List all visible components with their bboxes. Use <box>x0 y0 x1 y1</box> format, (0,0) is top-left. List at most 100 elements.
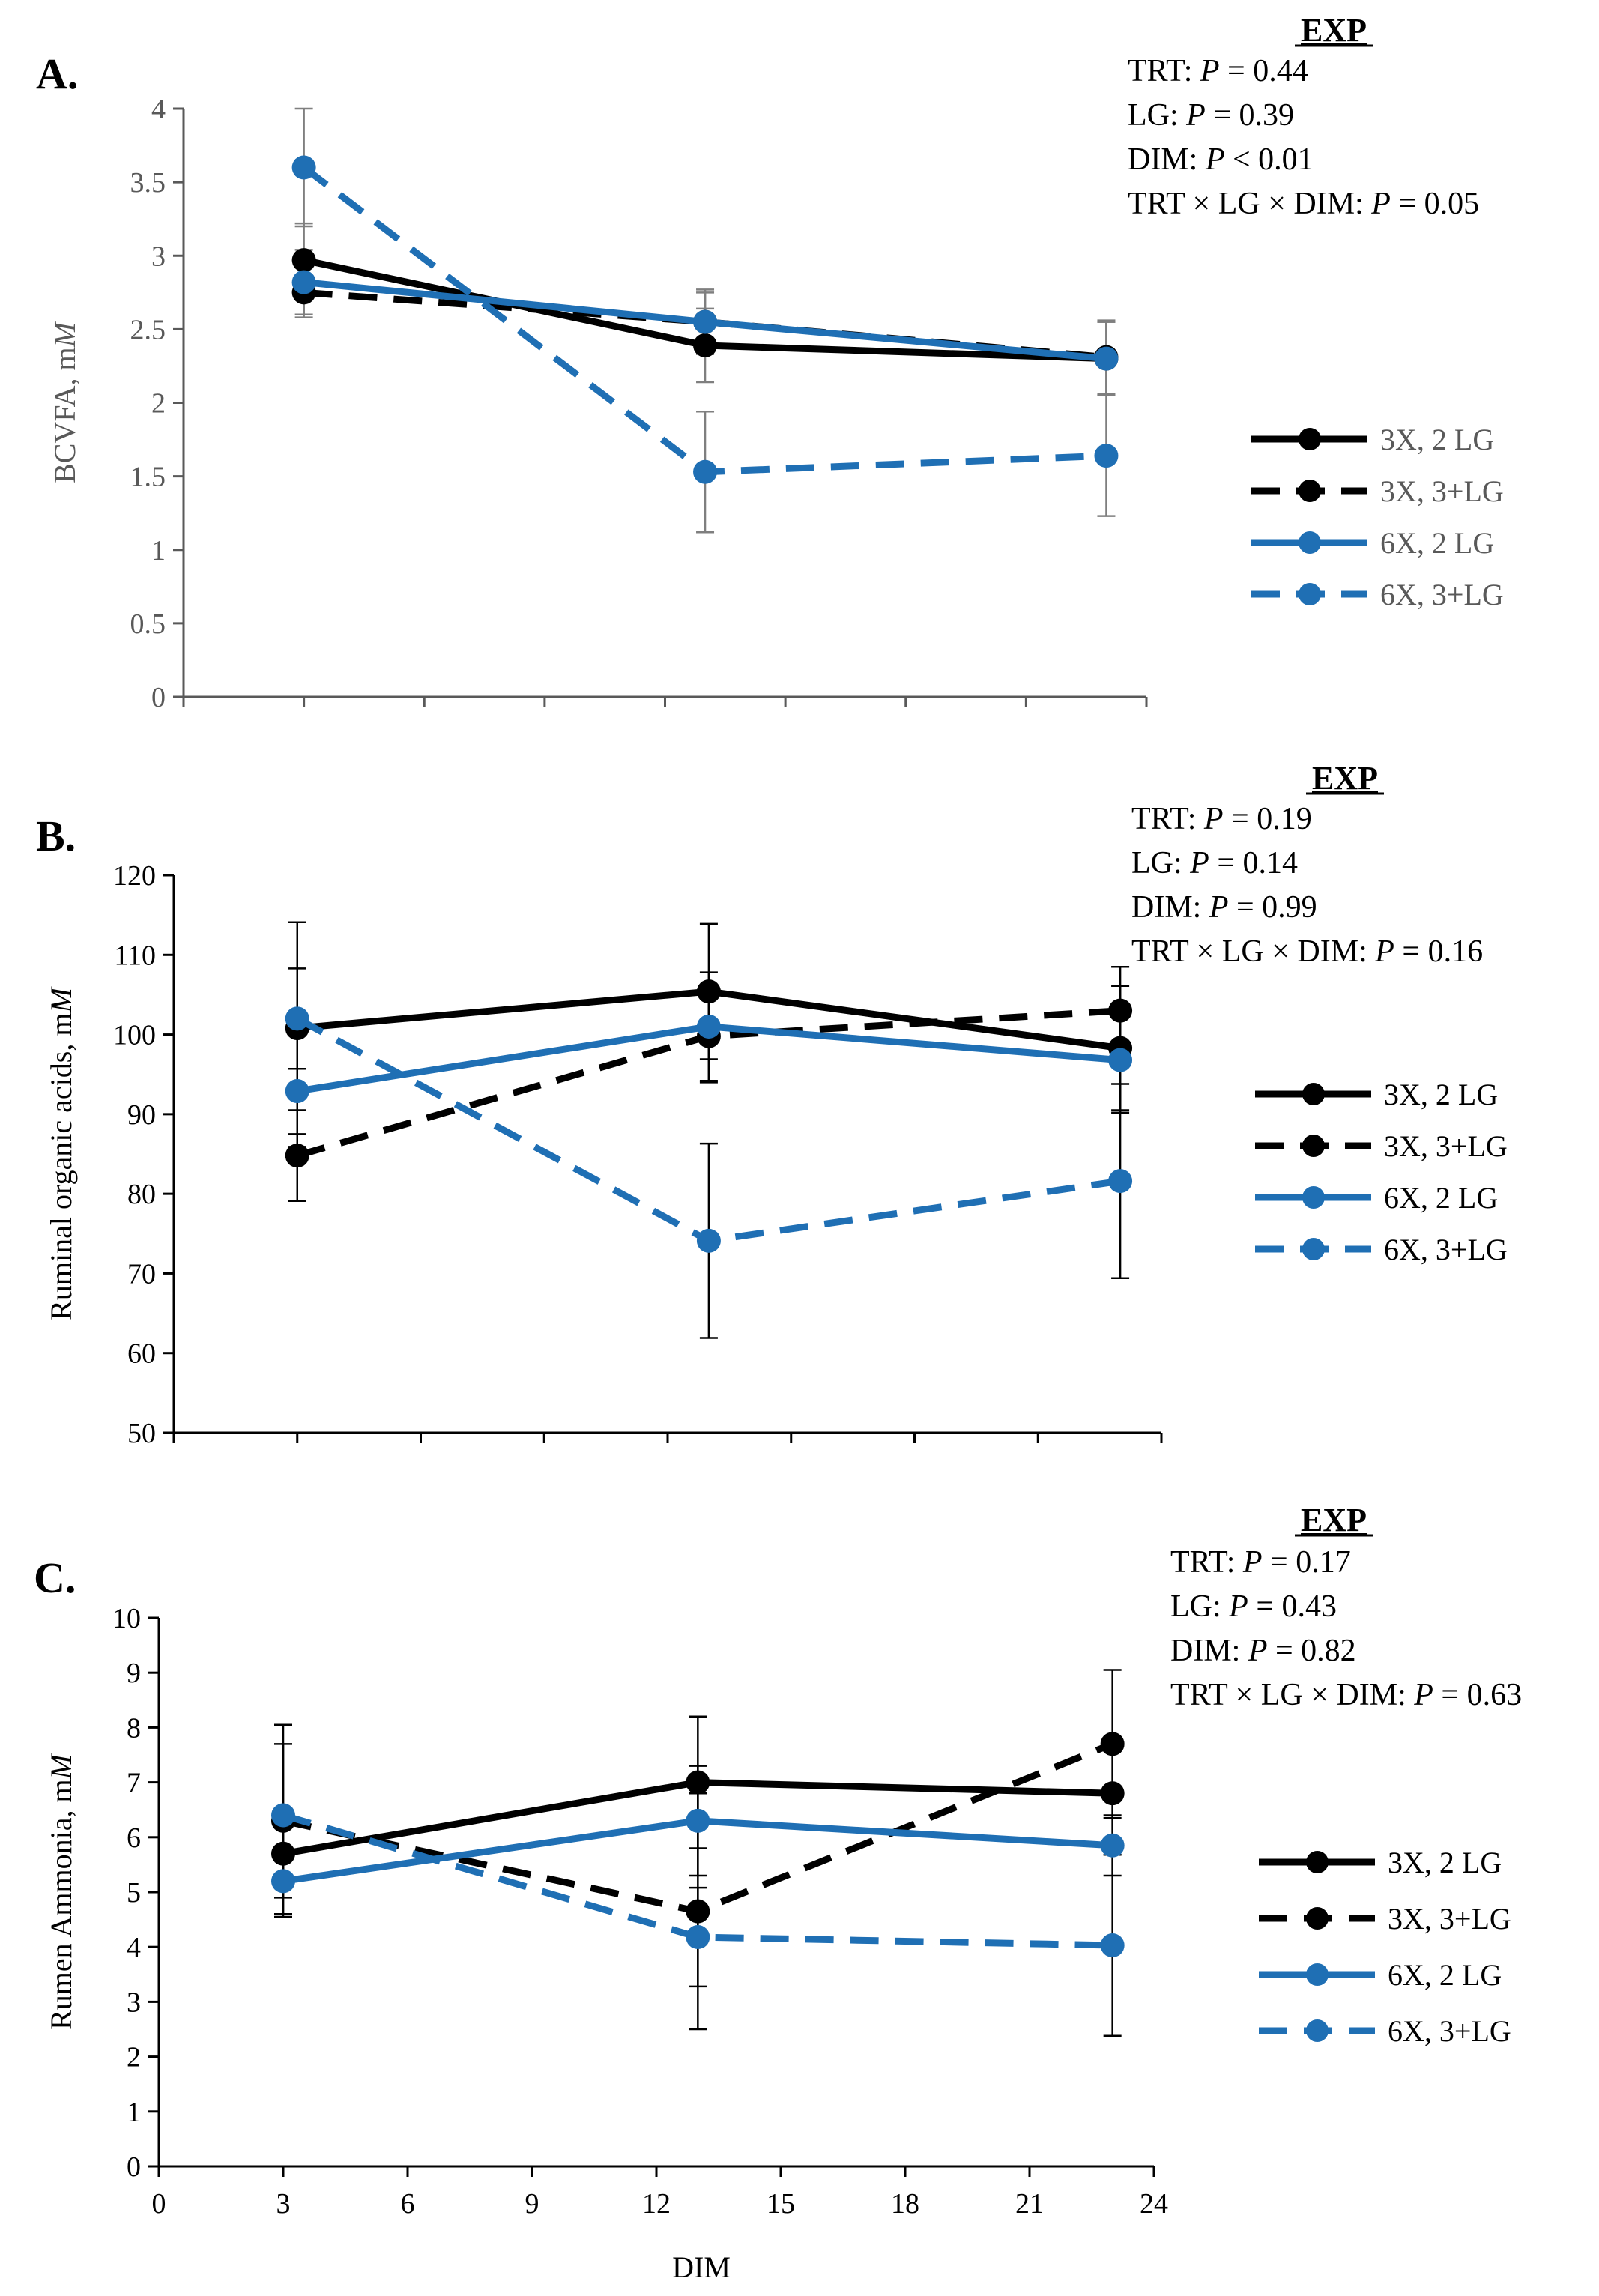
panel-c-stats-line: DIM: P = 0.82 <box>1170 1634 1356 1668</box>
panel-c-y-axis-title: Rumen Ammonia, mM <box>44 1752 78 2029</box>
panel-c-y-tick-label: 2 <box>127 2042 141 2073</box>
panel-b-y-tick-label: 110 <box>114 940 156 971</box>
panel-c-legend-label: 6X, 2 LG <box>1388 1958 1502 1992</box>
panel-a-legend-label: 6X, 2 LG <box>1380 526 1494 560</box>
panel-c-legend-marker <box>1306 1963 1329 1986</box>
panel-a-legend-marker <box>1299 480 1321 502</box>
panel-c-legend-label: 6X, 3+LG <box>1388 2014 1511 2048</box>
panel-a-series-3x-2-lg-point <box>693 333 718 357</box>
panel-c-y-tick-label: 1 <box>127 2097 141 2128</box>
panel-a-legend-marker <box>1299 531 1321 554</box>
panel-a-y-tick-label: 2 <box>151 388 166 420</box>
panel-c-y-tick-label: 9 <box>127 1658 141 1689</box>
panel-b-legend-label: 6X, 2 LG <box>1384 1181 1498 1215</box>
panel-b-series-6x-2-lg-point <box>1108 1048 1133 1072</box>
panel-c-x-tick-label: 6 <box>401 2188 415 2220</box>
panel-a-y-axis-title: BCVFA, mM <box>48 320 82 483</box>
panel-c-y-tick-label: 3 <box>127 1987 141 2018</box>
panel-c-x-tick-label: 12 <box>642 2188 671 2220</box>
panel-c-letter: C. <box>34 1553 76 1602</box>
panel-a-letter: A. <box>36 49 78 98</box>
panel-b-letter: B. <box>36 812 76 860</box>
panel-b-stats-line: TRT × LG × DIM: P = 0.16 <box>1131 934 1483 969</box>
panel-c-x-tick-label: 21 <box>1015 2188 1044 2220</box>
panel-b-series-3x-3-lg-point <box>1108 998 1133 1023</box>
panel-c-x-tick-label: 0 <box>152 2188 166 2220</box>
panel-a-legend-label: 6X, 3+LG <box>1380 578 1504 611</box>
panel-b-y-tick-label: 120 <box>113 860 156 892</box>
panel-b-legend-marker <box>1302 1135 1325 1157</box>
panel-c-series-6x-3-lg-point <box>1100 1933 1125 1958</box>
panel-c-legend-label: 3X, 2 LG <box>1388 1846 1502 1879</box>
panel-c-y-tick-label: 7 <box>127 1768 141 1799</box>
panel-b-series-3x-3-lg-point <box>285 1144 309 1168</box>
panel-c-series-3x-2-lg-point <box>271 1841 295 1866</box>
panel-a-stats-line: TRT: P = 0.44 <box>1128 54 1308 88</box>
panel-c-series-3x-2-lg-point <box>1100 1781 1125 1806</box>
panel-b-series-6x-3-lg-point <box>1108 1169 1133 1194</box>
panel-c-series-6x-3-lg-point <box>271 1803 295 1828</box>
panel-a-legend-label: 3X, 3+LG <box>1380 474 1504 508</box>
panel-a-series-6x-3-lg-point <box>291 155 316 180</box>
panel-a-stats-line: TRT × LG × DIM: P = 0.05 <box>1128 187 1479 221</box>
panel-a-y-tick-label: 4 <box>151 94 166 125</box>
panel-c-series-6x-2-lg-point <box>686 1808 710 1833</box>
panel-c-x-tick-label: 15 <box>767 2188 795 2220</box>
panel-b-series-6x-3-lg-point <box>285 1006 309 1031</box>
panel-a-y-tick-label: 2.5 <box>130 314 166 345</box>
panel-b-y-axis-title: Ruminal organic acids, mM <box>44 986 78 1320</box>
panel-b-legend-marker <box>1302 1083 1325 1105</box>
panel-b-y-tick-label: 60 <box>127 1338 156 1370</box>
panel-c-stats-line: TRT × LG × DIM: P = 0.63 <box>1170 1678 1522 1712</box>
panel-a-y-tick-label: 0 <box>151 682 166 713</box>
panel-a-legend-marker <box>1299 428 1321 450</box>
panel-b-stats-line: TRT: P = 0.19 <box>1131 802 1312 836</box>
panel-c-stats-heading: EXP <box>1301 1502 1367 1538</box>
panel-a-y-tick-label: 1.5 <box>130 462 166 493</box>
panel-c-y-tick-label: 8 <box>127 1712 141 1744</box>
panel-b-series-6x-2-lg-point <box>285 1079 309 1104</box>
panel-c-y-tick-label: 0 <box>127 2151 141 2183</box>
panel-a-series-6x-2-lg-point <box>291 270 316 294</box>
panel-a-series-6x-3-lg-point <box>1094 444 1119 468</box>
panel-b-legend-marker <box>1302 1238 1325 1260</box>
panel-c-legend-marker <box>1306 1851 1329 1873</box>
panel-b-y-tick-label: 90 <box>127 1099 156 1131</box>
panel-b-series-6x-2-lg-point <box>696 1014 721 1039</box>
panel-a-stats-line: LG: P = 0.39 <box>1128 98 1294 133</box>
panel-a-series-6x-2-lg-point <box>693 309 718 334</box>
panel-c-x-tick-label: 9 <box>525 2188 539 2220</box>
panel-c-y-tick-label: 5 <box>127 1877 141 1909</box>
panel-b-y-tick-label: 50 <box>127 1418 156 1449</box>
panel-b-legend-label: 3X, 2 LG <box>1384 1078 1498 1111</box>
panel-b-legend-label: 3X, 3+LG <box>1384 1129 1508 1163</box>
panel-b-y-tick-label: 100 <box>113 1020 156 1051</box>
panel-a-y-tick-label: 3 <box>151 241 166 272</box>
panel-c-series-6x-2-lg-point <box>271 1869 295 1894</box>
panel-c-x-tick-label: 24 <box>1140 2188 1168 2220</box>
panel-c-x-axis-title: DIM <box>672 2250 731 2284</box>
panel-a-y-tick-label: 1 <box>151 535 166 567</box>
panel-a-series-3x-2-lg-point <box>291 248 316 273</box>
panel-c-x-tick-label: 18 <box>891 2188 919 2220</box>
panel-a-legend-marker <box>1299 583 1321 605</box>
panel-a-series-6x-3-lg-point <box>693 459 718 484</box>
panel-a-stats-line: DIM: P < 0.01 <box>1128 142 1314 177</box>
panel-c-series-3x-2-lg-point <box>686 1770 710 1795</box>
panel-c-stats-line: TRT: P = 0.17 <box>1170 1545 1351 1580</box>
panel-a-legend-label: 3X, 2 LG <box>1380 423 1494 456</box>
panel-c-legend-marker <box>1306 1907 1329 1930</box>
panel-b-legend-label: 6X, 3+LG <box>1384 1233 1508 1266</box>
panel-b-stats-line: LG: P = 0.14 <box>1131 846 1298 880</box>
panel-b-series-6x-3-lg-point <box>696 1228 721 1253</box>
panel-b-legend-marker <box>1302 1186 1325 1209</box>
panel-c-series-3x-3-lg-point <box>1100 1732 1125 1756</box>
panel-a-y-tick-label: 3.5 <box>130 167 166 199</box>
panel-c-series-3x-3-lg-point <box>686 1899 710 1924</box>
panel-c-y-tick-label: 10 <box>112 1603 141 1634</box>
panel-c-legend-label: 3X, 3+LG <box>1388 1902 1511 1936</box>
panel-b-stats-line: DIM: P = 0.99 <box>1131 890 1317 925</box>
panel-b-stats-heading: EXP <box>1312 760 1378 797</box>
panel-c-x-tick-label: 3 <box>276 2188 291 2220</box>
